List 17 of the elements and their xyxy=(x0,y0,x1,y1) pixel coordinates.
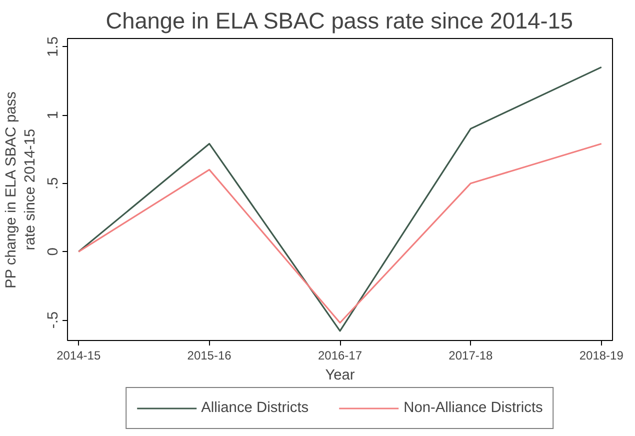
y-tick-label: .5 xyxy=(46,177,62,190)
legend-label: Alliance Districts xyxy=(201,400,309,416)
x-tick-label: 2016-17 xyxy=(318,348,362,362)
x-tick-label: 2015-16 xyxy=(187,348,232,362)
line-series xyxy=(78,66,602,332)
y-tick-label: 1 xyxy=(46,110,62,120)
x-tick-label: 2014-15 xyxy=(56,348,101,362)
x-tick-label: 2018-19 xyxy=(579,348,624,362)
y-axis-title: PP change in ELA SBAC pass rate since 2014-15 xyxy=(3,92,38,288)
line-series xyxy=(78,142,602,324)
chart-title: Change in ELA SBAC pass rate since 2014-15 xyxy=(106,8,574,34)
y-tick-label: 0 xyxy=(46,248,62,256)
x-axis-title: Year xyxy=(325,368,355,384)
y-tick-label: 1.5 xyxy=(46,36,62,57)
legend-label: Non-Alliance Districts xyxy=(404,400,543,416)
x-tick-label: 2017-18 xyxy=(448,348,494,362)
y-tick-label: -.5 xyxy=(46,311,62,329)
